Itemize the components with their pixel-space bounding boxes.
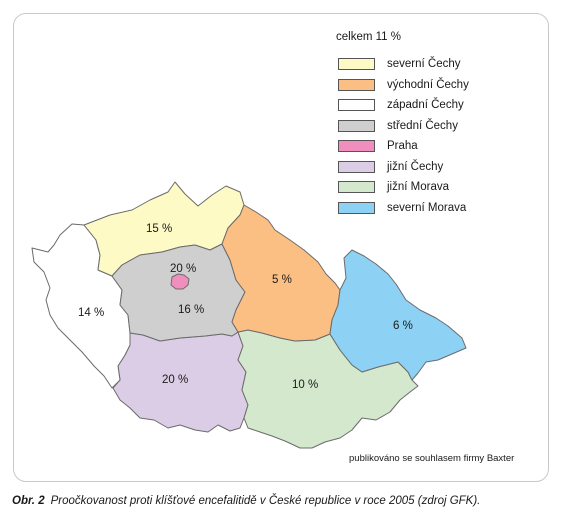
- legend-swatch: [338, 201, 375, 214]
- legend-item-praha: Praha: [338, 136, 469, 157]
- credit-note: publikováno se souhlasem firmy Baxter: [349, 453, 515, 464]
- legend-swatch: [338, 99, 375, 112]
- legend-label: jižní Čechy: [387, 160, 444, 173]
- region-vychodni-cechy: [221, 204, 341, 342]
- legend-item-jizni-cechy: jižní Čechy: [338, 157, 469, 178]
- legend-label: jižní Morava: [387, 181, 449, 194]
- region-severni-morava: [329, 249, 467, 381]
- legend-item-stredni-cechy: střední Čechy: [338, 116, 469, 137]
- caption-text: Proočkovanost proti klíšťové encefalitid…: [50, 495, 481, 507]
- label-severni-cechy: 15 %: [146, 223, 172, 235]
- legend-label: střední Čechy: [387, 119, 458, 132]
- label-zapadni-cechy: 14 %: [78, 307, 104, 319]
- region-zapadni-cechy: [31, 223, 131, 389]
- legend-swatch: [338, 140, 375, 153]
- legend-swatch: [338, 119, 375, 132]
- figure-number: Obr. 2: [12, 495, 45, 507]
- legend-total: celkem 11 %: [336, 31, 401, 43]
- legend-swatch: [338, 181, 375, 194]
- legend-label: severní Čechy: [387, 58, 461, 71]
- legend-item-severni-cechy: severní Čechy: [338, 54, 469, 75]
- legend: severní Čechy východní Čechy západní Čec…: [338, 54, 469, 218]
- legend-swatch: [338, 160, 375, 173]
- legend-label: Praha: [387, 140, 418, 153]
- legend-label: severní Morava: [387, 201, 467, 214]
- label-vychodni-cechy: 5 %: [272, 274, 292, 286]
- region-praha: [170, 273, 190, 290]
- legend-item-severni-morava: severní Morava: [338, 198, 469, 219]
- legend-item-jizni-morava: jižní Morava: [338, 177, 469, 198]
- legend-swatch: [338, 78, 375, 91]
- figure-caption: Obr. 2 Proočkovanost proti klíšťové encef…: [12, 495, 480, 507]
- label-severni-morava: 6 %: [393, 320, 413, 332]
- legend-label: západní Čechy: [387, 99, 464, 112]
- label-jizni-cechy: 20 %: [162, 374, 188, 386]
- label-praha: 20 %: [170, 263, 196, 275]
- legend-swatch: [338, 58, 375, 71]
- legend-label: východní Čechy: [387, 78, 469, 91]
- label-jizni-morava: 10 %: [292, 379, 318, 391]
- legend-item-zapadni-cechy: západní Čechy: [338, 95, 469, 116]
- label-stredni-cechy: 16 %: [178, 304, 204, 316]
- legend-item-vychodni-cechy: východní Čechy: [338, 75, 469, 96]
